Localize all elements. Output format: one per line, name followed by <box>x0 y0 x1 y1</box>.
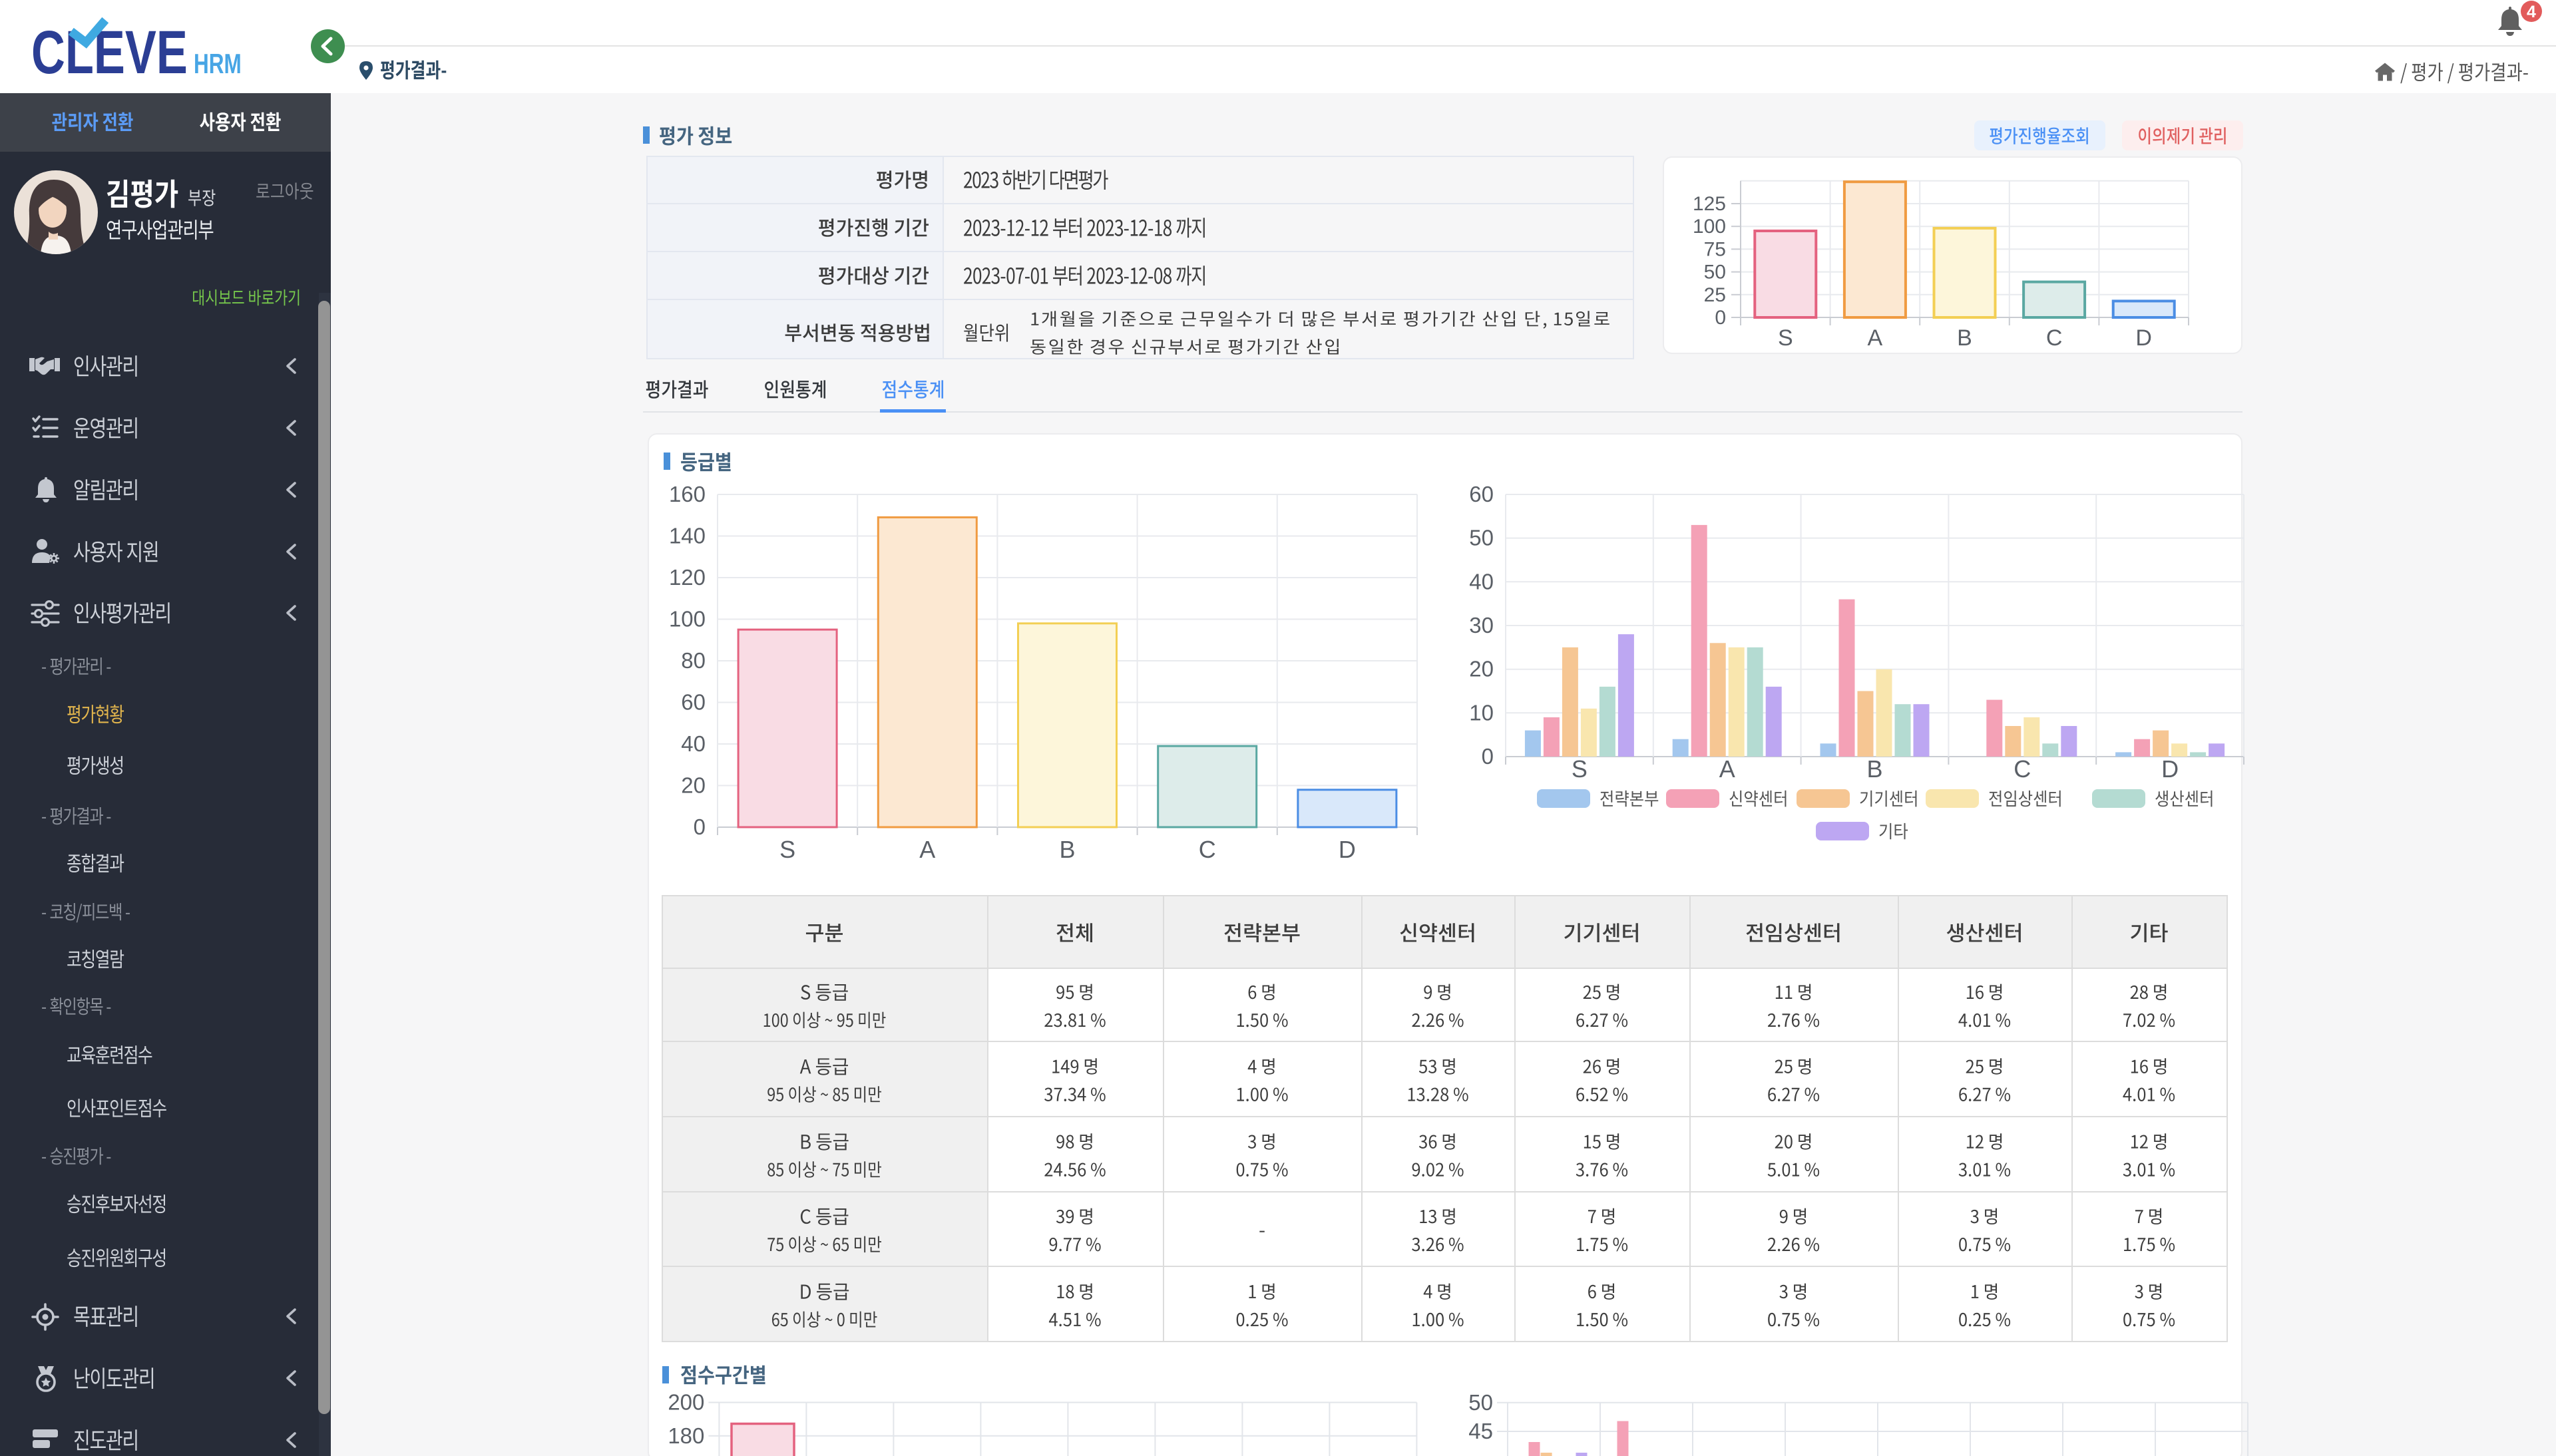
svg-text:A: A <box>919 836 935 863</box>
svg-text:50: 50 <box>1468 1390 1493 1415</box>
svg-text:200: 200 <box>668 1390 704 1415</box>
svg-text:0: 0 <box>1482 744 1494 769</box>
svg-text:B: B <box>1866 755 1882 783</box>
svg-text:C: C <box>1199 836 1216 863</box>
svg-text:120: 120 <box>669 565 706 590</box>
svg-text:125: 125 <box>1693 193 1726 215</box>
svg-text:S: S <box>779 836 795 863</box>
svg-text:50: 50 <box>1704 262 1726 283</box>
svg-text:80: 80 <box>681 648 706 673</box>
svg-text:140: 140 <box>669 524 706 548</box>
svg-text:D: D <box>2135 325 2152 351</box>
svg-text:20: 20 <box>1469 657 1494 681</box>
svg-text:C: C <box>2046 325 2063 351</box>
svg-text:B: B <box>1957 325 1972 351</box>
svg-text:160: 160 <box>669 482 706 506</box>
svg-text:60: 60 <box>681 690 706 715</box>
svg-text:CLEVE: CLEVE <box>31 19 188 87</box>
svg-text:0: 0 <box>1715 307 1726 329</box>
svg-text:4: 4 <box>2527 3 2536 21</box>
svg-text:10: 10 <box>1469 700 1494 725</box>
svg-text:100: 100 <box>669 607 706 632</box>
svg-text:D: D <box>2161 755 2179 783</box>
svg-text:75: 75 <box>1704 238 1726 260</box>
svg-text:30: 30 <box>1469 613 1494 637</box>
svg-text:25: 25 <box>1704 284 1726 306</box>
svg-text:20: 20 <box>681 773 706 798</box>
svg-text:A: A <box>1719 755 1735 783</box>
svg-text:50: 50 <box>1469 526 1494 550</box>
svg-text:C: C <box>2014 755 2031 783</box>
svg-text:S: S <box>1778 325 1793 351</box>
svg-text:S: S <box>1572 755 1588 783</box>
svg-text:0: 0 <box>694 815 706 839</box>
svg-text:45: 45 <box>1468 1419 1493 1443</box>
svg-text:40: 40 <box>1469 569 1494 594</box>
svg-text:HRM: HRM <box>194 48 242 80</box>
svg-text:A: A <box>1868 325 1883 351</box>
svg-text:D: D <box>1339 836 1356 863</box>
svg-text:100: 100 <box>1693 216 1726 238</box>
svg-text:B: B <box>1059 836 1075 863</box>
svg-text:180: 180 <box>668 1423 704 1448</box>
svg-text:40: 40 <box>681 731 706 756</box>
svg-text:60: 60 <box>1469 482 1494 506</box>
